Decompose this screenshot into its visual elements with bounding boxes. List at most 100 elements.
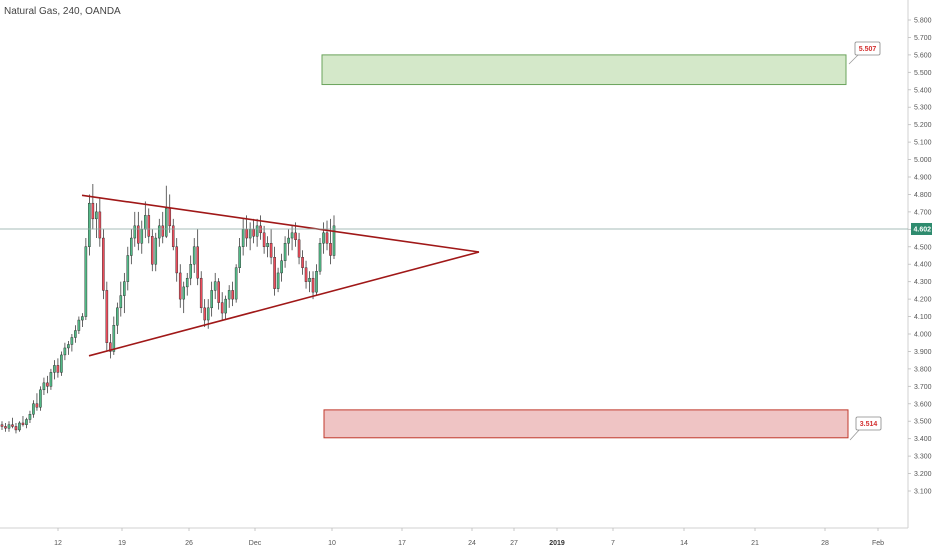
candle bbox=[318, 238, 322, 275]
candle bbox=[245, 215, 248, 247]
candle-body-down bbox=[304, 267, 308, 282]
candle-body-up bbox=[81, 316, 84, 321]
candle bbox=[98, 197, 102, 247]
candle bbox=[123, 272, 126, 314]
candle bbox=[280, 253, 283, 282]
candle bbox=[164, 185, 168, 239]
triangle-lower-line[interactable] bbox=[88, 251, 480, 357]
candle bbox=[25, 417, 28, 429]
candle bbox=[199, 271, 203, 314]
callout-pointer bbox=[849, 428, 861, 441]
y-tick-label: 4.500 bbox=[914, 244, 932, 251]
callout-box bbox=[855, 416, 882, 431]
candle-body-up bbox=[39, 389, 42, 408]
candle-body-down bbox=[168, 208, 172, 227]
y-tick-label: 5.300 bbox=[914, 105, 932, 112]
candle bbox=[4, 422, 7, 432]
candle-body-down bbox=[56, 365, 60, 373]
candle bbox=[182, 281, 186, 314]
candle-body-up bbox=[119, 295, 123, 309]
candle bbox=[11, 417, 14, 429]
candle bbox=[74, 325, 77, 343]
candle bbox=[88, 194, 91, 256]
x-tick-label: 24 bbox=[468, 540, 476, 547]
candle bbox=[102, 229, 105, 300]
callout-price-text: 3.514 bbox=[860, 421, 878, 428]
y-tick-label: 3.800 bbox=[914, 366, 932, 373]
candle-body-up bbox=[63, 347, 67, 356]
candle bbox=[301, 250, 304, 275]
candle bbox=[105, 281, 109, 352]
candle-body-down bbox=[175, 246, 179, 274]
candle-body-up bbox=[315, 271, 318, 293]
candle-body-up bbox=[84, 246, 88, 317]
candle-body-up bbox=[241, 229, 245, 247]
resistance-zone[interactable] bbox=[321, 54, 847, 86]
candle bbox=[178, 264, 182, 308]
candle bbox=[276, 267, 280, 293]
candle-body-up bbox=[53, 365, 56, 373]
candle-body-down bbox=[46, 382, 49, 387]
candle-body-down bbox=[269, 243, 273, 258]
candle bbox=[252, 218, 255, 244]
y-tick-label: 3.600 bbox=[914, 401, 932, 408]
candle bbox=[304, 260, 308, 289]
y-tick-label: 3.500 bbox=[914, 419, 932, 426]
candle-body-down bbox=[102, 237, 105, 291]
candle-body-down bbox=[137, 225, 140, 244]
candle-body-up bbox=[130, 237, 133, 256]
candle bbox=[322, 222, 325, 254]
candle bbox=[283, 236, 287, 268]
candle bbox=[81, 313, 84, 328]
candle-body-up bbox=[164, 208, 168, 237]
candle-body-up bbox=[280, 260, 283, 274]
candle-body-up bbox=[224, 298, 227, 314]
current-price-label: 4.602 bbox=[911, 222, 932, 235]
candle bbox=[269, 229, 273, 265]
candle-body-down bbox=[147, 215, 151, 237]
candle bbox=[227, 285, 231, 308]
candle bbox=[46, 375, 49, 394]
candle-body-up bbox=[133, 225, 137, 239]
candle-body-up bbox=[189, 264, 192, 279]
candle bbox=[217, 278, 220, 310]
candle bbox=[241, 218, 245, 256]
candle bbox=[14, 422, 18, 434]
candle bbox=[18, 421, 21, 432]
candle-body-up bbox=[238, 246, 241, 268]
candle bbox=[144, 201, 147, 239]
candle-body-up bbox=[206, 307, 210, 321]
support-zone[interactable] bbox=[323, 409, 849, 439]
candle bbox=[56, 358, 60, 378]
triangle-upper-line[interactable] bbox=[81, 194, 480, 253]
price-callout-icon[interactable]: 5.507 bbox=[848, 41, 881, 65]
candle bbox=[95, 203, 98, 239]
candle-body-up bbox=[70, 337, 74, 345]
candle-body-up bbox=[185, 277, 189, 288]
candle bbox=[32, 400, 35, 418]
candle-body-down bbox=[245, 229, 248, 239]
candle bbox=[91, 183, 95, 230]
candle bbox=[196, 229, 199, 286]
candle-body-up bbox=[210, 290, 213, 309]
candle-body-up bbox=[7, 424, 11, 429]
y-tick-label: 5.500 bbox=[914, 70, 932, 77]
candle-body-down bbox=[11, 424, 14, 427]
current-price-label-bg bbox=[911, 222, 932, 235]
callout-pointer bbox=[848, 53, 860, 65]
candle bbox=[262, 225, 266, 254]
candle bbox=[67, 340, 70, 355]
x-tick-label: 2019 bbox=[549, 540, 565, 547]
candle-body-down bbox=[14, 426, 18, 431]
candle bbox=[154, 232, 158, 272]
price-callout-icon[interactable]: 3.514 bbox=[849, 416, 882, 441]
candle bbox=[185, 272, 189, 296]
y-tick-label: 4.800 bbox=[914, 192, 932, 199]
candle-body-up bbox=[77, 319, 81, 331]
x-tick-label: 27 bbox=[510, 540, 518, 547]
y-tick-label: 3.100 bbox=[914, 489, 932, 496]
candle-body-down bbox=[311, 277, 315, 293]
y-tick-label: 5.200 bbox=[914, 122, 932, 129]
candle bbox=[63, 342, 67, 361]
